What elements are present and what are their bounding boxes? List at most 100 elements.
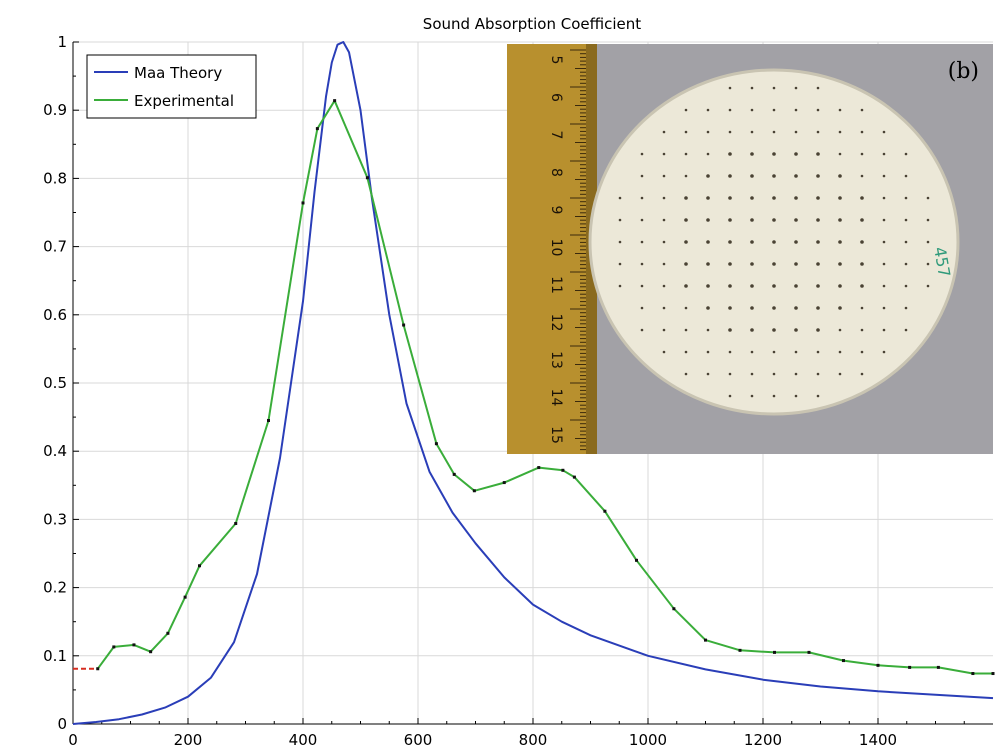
perforation-hole — [882, 306, 886, 310]
x-tick-label: 600 — [404, 731, 433, 749]
perforation-hole — [618, 196, 622, 200]
perforation-hole — [882, 130, 886, 134]
data-point-experimental — [402, 323, 406, 327]
y-tick-label: 0.9 — [43, 101, 67, 119]
perforation-hole — [618, 218, 622, 222]
perforation-hole — [640, 174, 644, 178]
ruler-number: 11 — [548, 276, 564, 294]
data-point-experimental — [572, 475, 576, 479]
perforation-hole — [750, 174, 754, 178]
perforation-hole — [750, 152, 754, 156]
perforation-hole — [860, 240, 864, 244]
data-point-experimental — [234, 521, 238, 525]
perforation-hole — [684, 108, 688, 112]
data-point-experimental — [561, 468, 565, 472]
perforation-hole — [662, 240, 666, 244]
y-tick-label: 0.3 — [43, 510, 67, 528]
perforation-hole — [816, 196, 820, 200]
perforation-hole — [772, 394, 776, 398]
perforation-hole — [684, 306, 688, 310]
perforation-hole — [816, 130, 820, 134]
perforation-hole — [684, 240, 688, 244]
data-point-experimental — [704, 638, 707, 642]
legend-label-experimental: Experimental — [134, 92, 234, 110]
perforation-hole — [618, 284, 622, 288]
perforation-hole — [794, 240, 798, 244]
perforation-hole — [882, 350, 886, 354]
perforation-hole — [882, 218, 886, 222]
data-point-experimental — [333, 99, 337, 103]
perforation-hole — [684, 130, 688, 134]
perforation-hole — [772, 328, 776, 332]
y-tick-label: 0.2 — [43, 579, 67, 597]
perforation-hole — [838, 218, 842, 222]
perforation-hole — [860, 284, 864, 288]
y-tick-label: 0.4 — [43, 442, 67, 460]
data-point-experimental — [149, 650, 153, 654]
perforation-hole — [838, 130, 842, 134]
perforation-hole — [816, 262, 820, 266]
perforation-hole — [728, 174, 732, 178]
data-point-experimental — [132, 643, 136, 647]
perforation-hole — [640, 284, 644, 288]
perforation-hole — [728, 130, 732, 134]
perforation-hole — [794, 130, 798, 134]
x-tick-label: 0 — [68, 731, 78, 749]
perforation-hole — [838, 372, 842, 376]
perforation-hole — [926, 196, 930, 200]
y-tick-label: 0.6 — [43, 306, 67, 324]
perforation-hole — [860, 196, 864, 200]
perforation-hole — [684, 372, 688, 376]
perforation-hole — [860, 306, 864, 310]
legend-box — [86, 54, 257, 119]
data-point-experimental — [365, 176, 369, 180]
ruler — [507, 44, 597, 454]
perforation-hole — [816, 328, 820, 332]
perforation-hole — [772, 350, 776, 354]
chart-title: Sound Absorption Coefficient — [423, 15, 641, 33]
perforation-hole — [706, 130, 710, 134]
perforation-hole — [904, 284, 908, 288]
perforation-hole — [706, 174, 710, 178]
perforation-hole — [728, 328, 732, 332]
data-point-experimental — [198, 564, 201, 568]
perforation-hole — [816, 350, 820, 354]
perforation-hole — [662, 218, 666, 222]
perforation-hole — [816, 152, 820, 156]
perforation-hole — [904, 306, 908, 310]
perforation-hole — [838, 350, 842, 354]
perforation-hole — [816, 240, 820, 244]
perforation-hole — [772, 306, 776, 310]
ruler-numbers: 5 6 7 8 9 10 11 12 13 14 15 — [548, 56, 564, 444]
perforation-hole — [838, 306, 842, 310]
perforation-hole — [860, 328, 864, 332]
perforation-hole — [618, 262, 622, 266]
data-point-experimental — [301, 201, 305, 205]
perforation-hole — [882, 262, 886, 266]
perforation-hole — [706, 240, 710, 244]
perforation-hole — [750, 196, 754, 200]
perforation-hole — [772, 130, 776, 134]
perforation-hole — [728, 196, 732, 200]
perforation-hole — [618, 240, 622, 244]
perforation-hole — [706, 262, 710, 266]
disc-shadow — [588, 68, 960, 416]
ruler-number: 8 — [548, 168, 564, 177]
x-tick-label: 800 — [519, 731, 548, 749]
perforation-hole — [860, 372, 864, 376]
y-tick-label: 0.7 — [43, 238, 67, 256]
ruler-number: 7 — [548, 131, 564, 140]
perforation-hole — [816, 108, 820, 112]
perforation-hole — [860, 262, 864, 266]
data-point-experimental — [773, 650, 776, 654]
perforation-hole — [728, 284, 732, 288]
perforation-hole — [838, 152, 842, 156]
perforation-hole — [728, 240, 732, 244]
perforation-hole — [860, 174, 864, 178]
photo-label: (b) — [948, 59, 979, 84]
perforation-hole — [640, 306, 644, 310]
perforation-hole — [816, 86, 820, 90]
perforation-hole — [640, 240, 644, 244]
perforation-hole — [640, 152, 644, 156]
ruler-number: 5 — [548, 56, 564, 65]
